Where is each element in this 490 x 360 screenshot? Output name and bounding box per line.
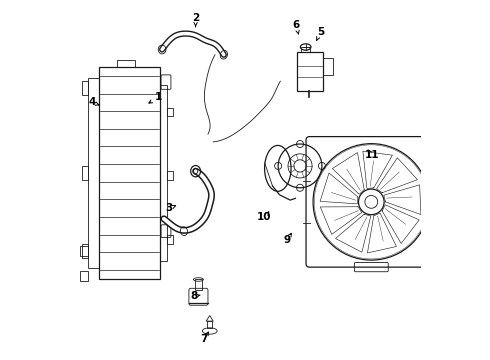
Bar bbox=[160, 85, 168, 261]
Bar bbox=[80, 271, 88, 280]
Text: 1: 1 bbox=[155, 92, 162, 102]
Text: 11: 11 bbox=[365, 150, 379, 160]
Bar bbox=[82, 166, 88, 180]
Text: 5: 5 bbox=[317, 27, 324, 37]
Bar bbox=[98, 67, 160, 279]
Bar bbox=[117, 60, 135, 67]
Text: 4: 4 bbox=[89, 98, 96, 107]
Bar bbox=[301, 47, 310, 52]
Bar bbox=[433, 193, 441, 211]
Bar bbox=[168, 235, 172, 243]
Bar bbox=[88, 78, 98, 268]
Text: 3: 3 bbox=[166, 203, 173, 213]
Bar bbox=[168, 108, 172, 117]
Text: 7: 7 bbox=[201, 334, 208, 344]
Bar bbox=[207, 321, 212, 328]
Text: 8: 8 bbox=[190, 292, 197, 301]
Text: 6: 6 bbox=[293, 20, 300, 30]
Bar bbox=[195, 279, 202, 290]
Text: 9: 9 bbox=[284, 235, 291, 245]
Bar bbox=[82, 243, 88, 258]
Text: 10: 10 bbox=[257, 212, 271, 222]
Bar bbox=[80, 246, 88, 256]
Bar bbox=[168, 171, 172, 180]
Bar bbox=[82, 81, 88, 95]
Text: 2: 2 bbox=[192, 13, 199, 23]
Bar bbox=[323, 58, 333, 75]
